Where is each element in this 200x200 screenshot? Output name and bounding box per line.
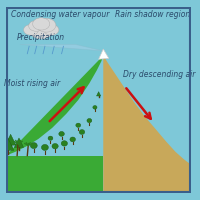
- Polygon shape: [14, 138, 24, 147]
- Ellipse shape: [52, 143, 58, 149]
- Text: Moist rising air: Moist rising air: [4, 79, 60, 88]
- Polygon shape: [20, 44, 103, 51]
- Ellipse shape: [30, 143, 37, 149]
- Ellipse shape: [41, 144, 48, 150]
- Ellipse shape: [29, 21, 44, 31]
- Ellipse shape: [33, 18, 50, 30]
- Text: Dry descending air: Dry descending air: [123, 70, 195, 79]
- Ellipse shape: [87, 118, 92, 123]
- Polygon shape: [99, 49, 109, 59]
- Polygon shape: [6, 56, 103, 156]
- Text: Precipitation: Precipitation: [17, 33, 65, 42]
- Text: Rain shadow region: Rain shadow region: [115, 10, 190, 19]
- Ellipse shape: [79, 130, 85, 134]
- Ellipse shape: [70, 137, 75, 142]
- Polygon shape: [5, 134, 16, 145]
- Text: Condensing water vapour: Condensing water vapour: [11, 10, 109, 19]
- Polygon shape: [103, 56, 191, 193]
- Ellipse shape: [24, 25, 39, 35]
- Ellipse shape: [29, 22, 53, 39]
- Ellipse shape: [93, 106, 97, 109]
- Polygon shape: [97, 92, 101, 96]
- Ellipse shape: [48, 136, 53, 140]
- Polygon shape: [6, 156, 103, 193]
- Ellipse shape: [59, 131, 64, 136]
- Ellipse shape: [61, 141, 67, 146]
- Polygon shape: [2, 138, 14, 150]
- Ellipse shape: [76, 123, 81, 127]
- Ellipse shape: [37, 18, 56, 32]
- Ellipse shape: [44, 25, 59, 35]
